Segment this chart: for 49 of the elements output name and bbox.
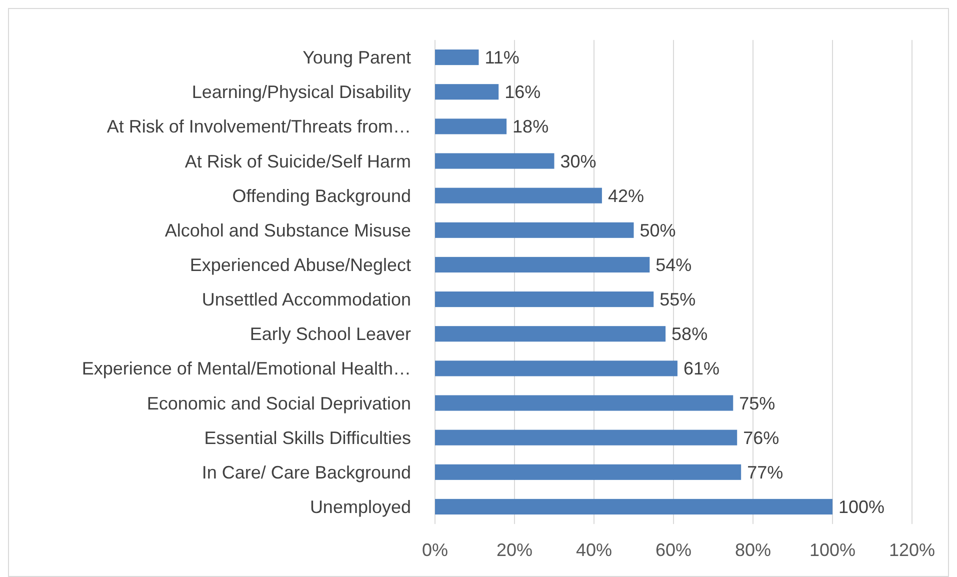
- y-tick-label: Early School Leaver: [250, 324, 411, 344]
- y-tick-label: Alcohol and Substance Misuse: [164, 220, 411, 240]
- data-label: 54%: [656, 255, 692, 276]
- data-label: 61%: [683, 358, 720, 379]
- x-tick-label: 120%: [888, 540, 936, 560]
- bar: [435, 360, 678, 376]
- bar: [435, 498, 832, 514]
- bar: [435, 153, 554, 169]
- data-label: 75%: [739, 393, 776, 414]
- bar: [435, 188, 602, 204]
- x-tick-label: 80%: [734, 540, 772, 560]
- data-label: 100%: [838, 497, 885, 518]
- y-tick-label: Economic and Social Deprivation: [146, 393, 411, 414]
- data-label: 76%: [743, 428, 780, 448]
- data-label: 55%: [660, 290, 696, 310]
- bar: [435, 292, 654, 308]
- x-tick-label: 100%: [809, 540, 856, 560]
- y-tick-label: Young Parent: [302, 48, 411, 68]
- y-tick-label: In Care/ Care Background: [202, 462, 411, 482]
- data-label: 50%: [640, 220, 676, 240]
- bar: [435, 84, 499, 100]
- y-tick-label: Unsettled Accommodation: [202, 290, 411, 310]
- y-tick-label: Learning/Physical Disability: [192, 82, 411, 102]
- x-tick-label: 0%: [422, 540, 448, 560]
- data-label: 11%: [484, 48, 520, 68]
- x-tick-label: 60%: [655, 540, 692, 560]
- y-tick-label: At Risk of Involvement/Threats from…: [106, 116, 411, 137]
- bar: [435, 326, 666, 342]
- data-label: 42%: [608, 186, 644, 206]
- bar: [435, 430, 738, 446]
- y-tick-label: Unemployed: [310, 497, 411, 518]
- data-label: 16%: [504, 82, 541, 102]
- data-label: 77%: [747, 462, 784, 482]
- y-tick-label: At Risk of Suicide/Self Harm: [184, 151, 411, 172]
- y-tick-label: Offending Background: [232, 186, 411, 206]
- data-label: 18%: [512, 116, 549, 137]
- data-label: 30%: [560, 151, 596, 172]
- bar: [435, 464, 742, 480]
- data-label: 58%: [672, 324, 708, 344]
- bar: [435, 256, 650, 272]
- bar: [435, 395, 734, 411]
- bar: [435, 222, 634, 238]
- x-tick-label: 20%: [496, 540, 533, 560]
- y-tick-label: Essential Skills Difficulties: [204, 428, 411, 448]
- bar: [435, 118, 507, 134]
- bar: [435, 50, 479, 66]
- y-tick-label: Experience of Mental/Emotional Health…: [82, 358, 411, 379]
- y-tick-label: Experienced Abuse/Neglect: [190, 255, 411, 276]
- x-tick-label: 40%: [576, 540, 612, 560]
